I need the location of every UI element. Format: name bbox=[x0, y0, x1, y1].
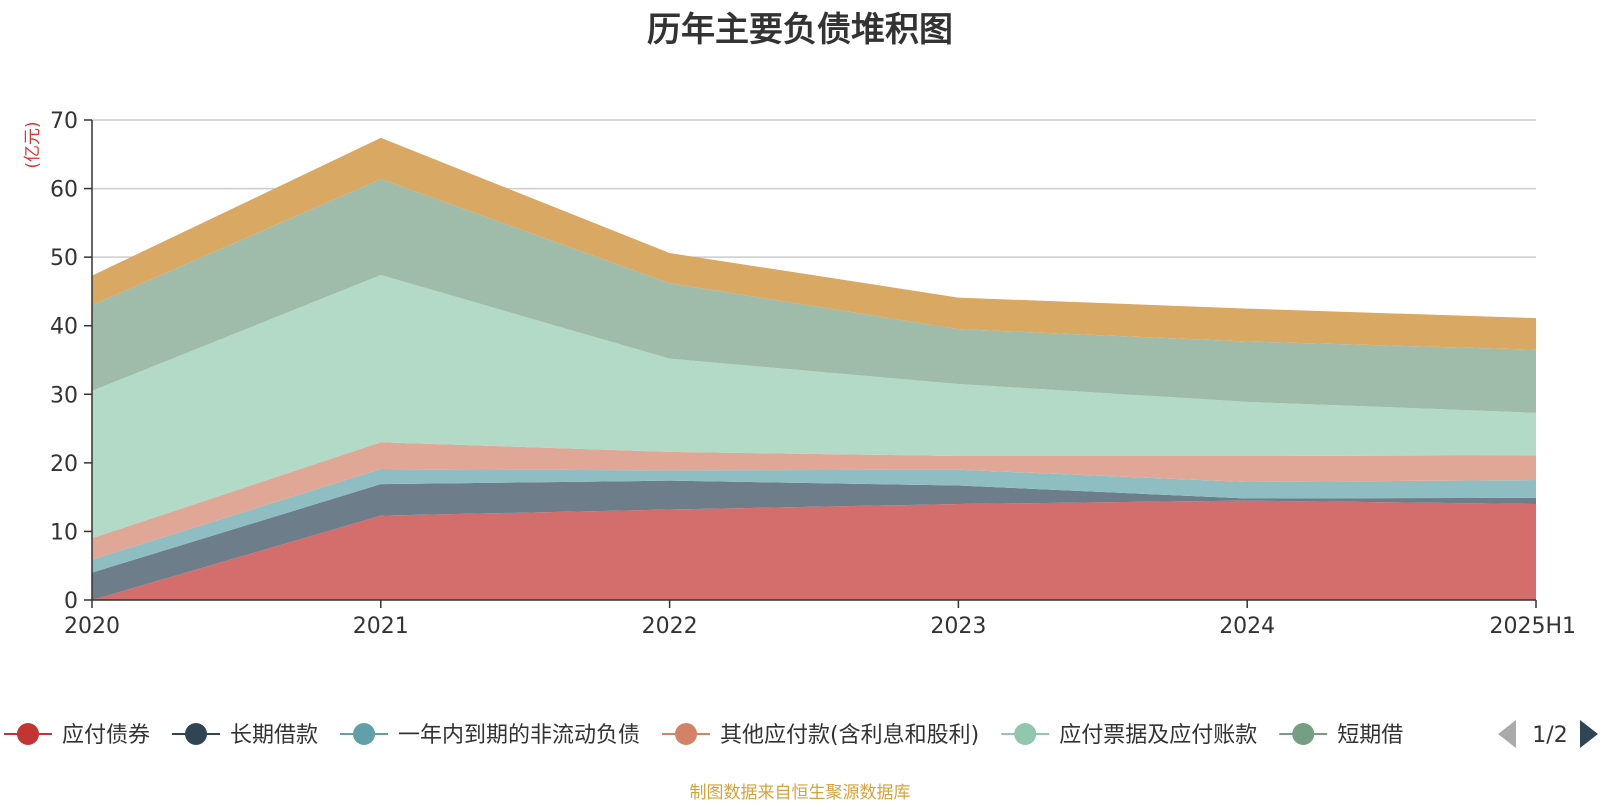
x-tick-label: 2025H1 bbox=[1489, 614, 1576, 639]
y-tick-label: 20 bbox=[50, 452, 78, 477]
x-tick-label: 2022 bbox=[642, 614, 698, 639]
legend-label: 长期借款 bbox=[230, 723, 318, 748]
legend-marker bbox=[353, 723, 376, 745]
area-5 bbox=[92, 274, 1536, 539]
legend-marker bbox=[1292, 723, 1315, 745]
x-tick-label: 2023 bbox=[930, 614, 986, 639]
area-3 bbox=[92, 469, 1536, 573]
y-tick-label: 30 bbox=[50, 383, 78, 408]
y-tick-label: 10 bbox=[50, 520, 78, 545]
chart-title: 历年主要负债堆积图 bbox=[647, 10, 953, 50]
legend-marker bbox=[185, 723, 208, 745]
legend-label: 短期借 bbox=[1337, 723, 1403, 748]
axes: 0 10 20 30 40 50 60 70 2020 2021 2022 2023 2024 2025H… bbox=[23, 109, 1576, 639]
legend: 应付债券 长期借款 一年内到期的非流动负债 其他应付款(含利息和股利) 应付票据及应付账… bbox=[4, 720, 1598, 748]
y-axis-label: (亿元) bbox=[23, 121, 43, 168]
legend-label: 应付债券 bbox=[62, 723, 150, 748]
area-2 bbox=[92, 480, 1536, 600]
legend-next-page-icon[interactable] bbox=[1580, 720, 1598, 748]
legend-label: 其他应付款(含利息和股利) bbox=[720, 723, 979, 748]
area-4 bbox=[92, 442, 1536, 560]
legend-label: 一年内到期的非流动负债 bbox=[398, 723, 640, 748]
area-series bbox=[92, 137, 1536, 600]
source-note: 制图数据来自恒生聚源数据库 bbox=[689, 783, 911, 803]
y-tick-label: 60 bbox=[50, 178, 78, 203]
x-tick-label: 2024 bbox=[1219, 614, 1275, 639]
x-tick-label: 2021 bbox=[353, 614, 409, 639]
legend-marker bbox=[675, 723, 698, 745]
y-tick-label: 40 bbox=[50, 315, 78, 340]
legend-page-indicator: 1/2 bbox=[1532, 723, 1567, 748]
legend-marker bbox=[17, 723, 39, 745]
area-1 bbox=[92, 500, 1536, 600]
y-tick-label: 0 bbox=[64, 589, 78, 614]
y-tick-label: 50 bbox=[50, 246, 78, 271]
x-tick-label: 2020 bbox=[64, 614, 120, 639]
area-6 bbox=[92, 178, 1536, 413]
legend-prev-page-icon[interactable] bbox=[1498, 720, 1516, 748]
y-tick-label: 70 bbox=[50, 109, 78, 134]
legend-marker bbox=[1014, 723, 1037, 745]
legend-label: 应付票据及应付账款 bbox=[1059, 723, 1257, 748]
area-7 bbox=[92, 137, 1536, 350]
